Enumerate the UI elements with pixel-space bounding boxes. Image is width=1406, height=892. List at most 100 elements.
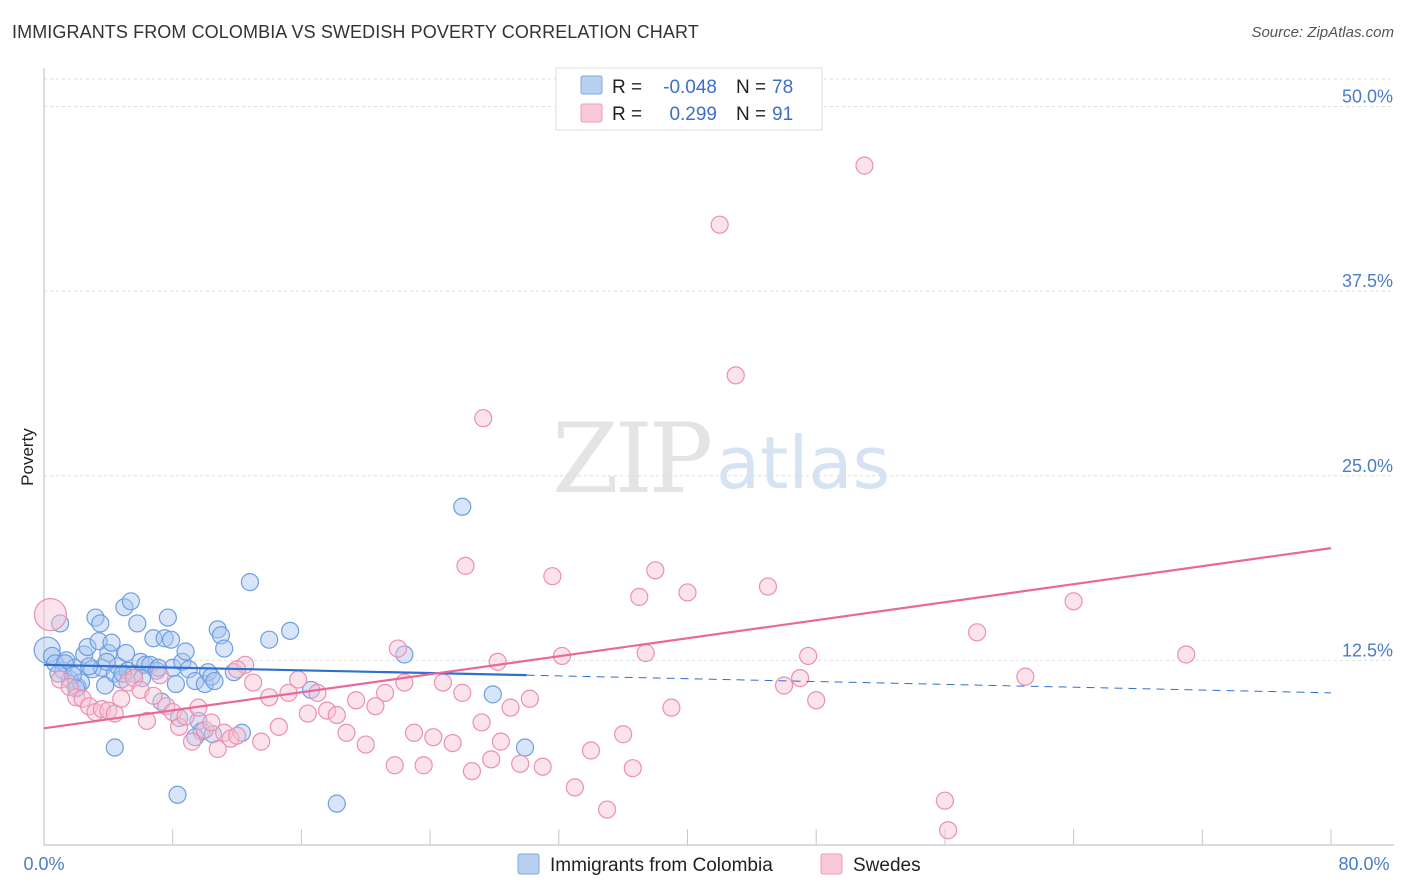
colombia-point — [121, 592, 140, 611]
legend-r-label-2: R = — [612, 104, 642, 125]
y-tick-label: 25.0% — [1342, 456, 1393, 476]
colombia-point — [50, 614, 70, 633]
swedes-point — [533, 757, 552, 776]
swedes-point — [244, 673, 263, 692]
swedes-point — [327, 705, 346, 725]
legend-n-label-1: N = — [736, 77, 766, 98]
swedes-point — [269, 717, 288, 736]
source-credit: Source: ZipAtlas.com — [1251, 24, 1394, 41]
legend-swatch-blue — [580, 75, 603, 95]
swedes-point — [375, 683, 395, 702]
swedes-point — [636, 643, 655, 663]
swedes-point — [404, 723, 424, 742]
swedes-point — [424, 728, 443, 747]
swedes-point — [137, 711, 157, 731]
swedes-point — [855, 156, 874, 175]
swedes-point — [543, 567, 562, 586]
x-axis-ticks — [172, 829, 1332, 845]
swedes-point — [433, 673, 453, 692]
legend-r-value-2: 0.299 — [669, 104, 717, 125]
swedes-point — [170, 717, 189, 736]
swedes-point — [182, 732, 202, 751]
colombia-point — [128, 614, 147, 633]
colombia-point — [158, 608, 177, 627]
swedes-point — [565, 778, 584, 797]
colombia-point — [102, 633, 121, 652]
swedes-point — [939, 821, 958, 840]
swedes-point — [646, 561, 665, 580]
colombia-point — [327, 794, 346, 813]
swedes-point — [758, 577, 778, 596]
swedes-point — [60, 677, 79, 697]
swedes-point — [388, 639, 408, 658]
swedes-point — [208, 739, 227, 759]
swedes-point — [1177, 645, 1196, 664]
swedes-point — [385, 756, 404, 775]
swedes-point — [308, 683, 327, 702]
colombia-point — [86, 608, 105, 627]
swedes-point — [366, 697, 385, 716]
colombia-point — [105, 738, 124, 757]
y-tick-labels: 12.5% 25.0% 37.5% 50.0% — [1342, 87, 1393, 661]
swedes-point — [678, 583, 697, 602]
colombia-point — [176, 642, 195, 661]
swedes-point — [67, 688, 86, 707]
top-legend: R = -0.048 N = 78 R = 0.299 N = 91 — [555, 67, 823, 131]
swedes-point — [443, 733, 462, 753]
swedes-point — [144, 686, 163, 705]
colombia-point — [113, 664, 132, 683]
trend-lines — [43, 547, 1332, 730]
colombia-point — [453, 497, 472, 516]
swedes-point — [597, 800, 617, 819]
trend-colombia-dashed — [526, 674, 1332, 694]
x-tick-label-min: 0.0% — [23, 854, 64, 874]
colombia-point — [96, 676, 115, 695]
series-swedes-points — [33, 156, 1196, 840]
swedes-point — [630, 587, 649, 606]
colombia-point — [515, 738, 535, 757]
grid-lines — [44, 78, 1394, 661]
swedes-point — [298, 704, 317, 723]
y-tick-label: 50.0% — [1342, 87, 1393, 107]
swedes-point — [662, 698, 681, 717]
x-tick-label-max: 80.0% — [1338, 854, 1389, 874]
swedes-point — [474, 409, 493, 428]
swedes-point — [501, 698, 520, 717]
legend-n-label-2: N = — [736, 104, 766, 125]
bottom-legend-colombia: Immigrants from Colombia — [550, 855, 773, 876]
swedes-point — [289, 670, 308, 689]
colombia-point — [240, 573, 260, 592]
swedes-point — [511, 754, 530, 773]
trend-swedes — [43, 547, 1332, 730]
swedes-point — [195, 720, 214, 739]
colombia-point — [97, 652, 116, 671]
colombia-point — [215, 639, 234, 658]
swedes-point — [472, 713, 491, 732]
legend-n-value-1: 78 — [772, 77, 793, 98]
colombia-point — [211, 626, 231, 645]
swedes-point — [202, 713, 221, 732]
colombia-point — [116, 643, 136, 663]
swedes-point — [1064, 592, 1083, 611]
swedes-point — [124, 669, 144, 688]
swedes-point — [73, 689, 92, 708]
swedes-point — [726, 366, 745, 385]
colombia-point — [166, 674, 186, 694]
swedes-point — [488, 652, 507, 671]
colombia-point — [168, 785, 187, 804]
swedes-point — [791, 669, 810, 688]
colombia-point — [91, 614, 110, 633]
swedes-point — [799, 646, 818, 666]
legend-n-value-2: 91 — [772, 104, 793, 125]
swedes-point — [356, 735, 375, 754]
watermark-atlas: atlas — [716, 421, 890, 505]
colombia-point — [205, 671, 224, 691]
colombia-point — [232, 723, 251, 742]
series-colombia-points — [33, 497, 535, 813]
watermark-zip: ZIP — [552, 403, 711, 515]
swedes-point — [935, 791, 955, 810]
swedes-point — [614, 725, 633, 744]
swedes-point — [1016, 667, 1035, 686]
swedes-point — [33, 597, 68, 632]
